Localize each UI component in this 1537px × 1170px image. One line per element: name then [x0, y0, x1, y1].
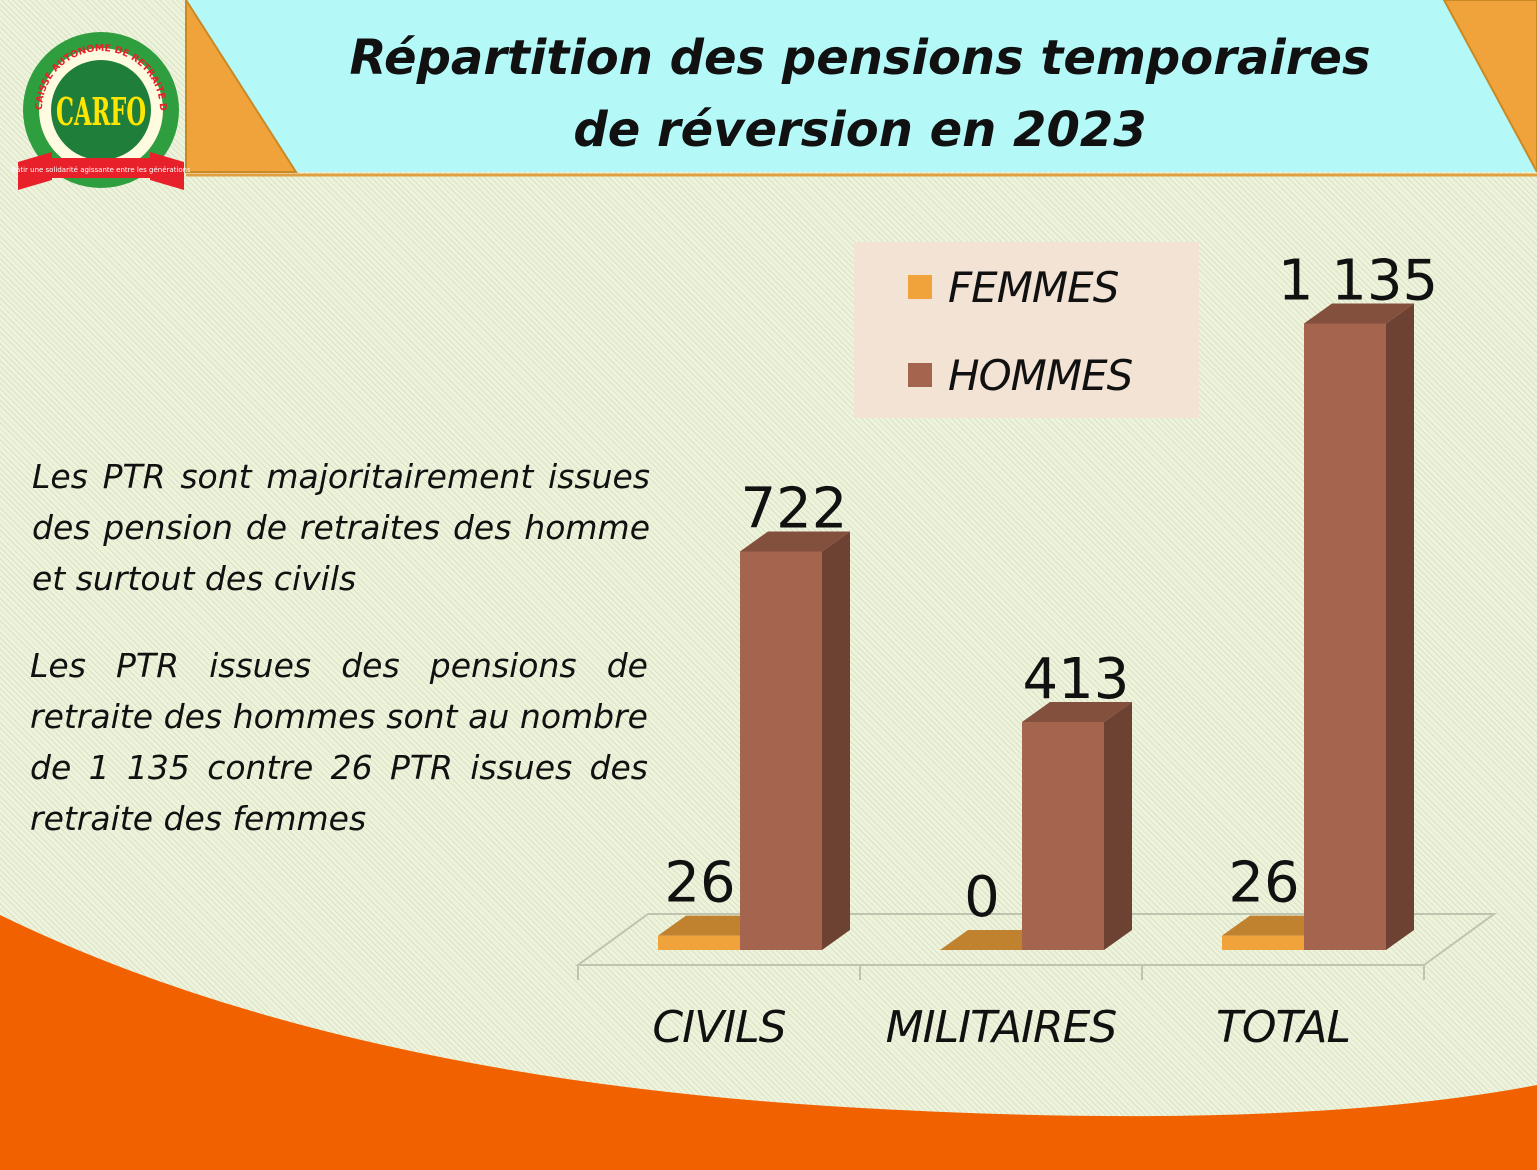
- logo-acronym: CARFO: [56, 89, 146, 134]
- legend-item-hommes: HOMMES: [908, 350, 1133, 400]
- logo-tagline: Bâtir une solidarité agissante entre les…: [12, 166, 190, 174]
- bar-hommes-1-front: [1022, 722, 1104, 950]
- carfo-logo: CAISSE AUTONOME DE RETRAITE DES FONCTION…: [8, 22, 191, 198]
- bar-femmes-0-front: [658, 935, 740, 950]
- title-line-1: Répartition des pensions temporaires: [349, 30, 1371, 86]
- legend-item-femmes: FEMMES: [908, 262, 1119, 312]
- title-banner: [186, 0, 1537, 172]
- bar-hommes-0-front: [740, 551, 822, 950]
- data-label-femmes-1: 0: [964, 865, 1000, 930]
- data-label-femmes-2: 26: [1228, 851, 1299, 916]
- legend-swatch-femmes: [908, 275, 932, 299]
- category-label-0: CIVILS: [652, 1002, 785, 1053]
- bar-femmes-2-front: [1222, 935, 1304, 950]
- comment-paragraph-2: Les PTR issues des pensions de retraite …: [30, 646, 648, 838]
- banner-left-triangle: [185, 0, 298, 173]
- page-title: Répartition des pensions temporaires de …: [200, 22, 1520, 166]
- banner-right-triangle: [1442, 0, 1537, 173]
- legend-label-hommes: HOMMES: [948, 350, 1133, 400]
- data-label-hommes-0: 722: [741, 476, 848, 541]
- legend-swatch-hommes: [908, 363, 932, 387]
- bar-hommes-2-top: [1304, 303, 1414, 324]
- bar-hommes-0-side: [822, 531, 850, 950]
- chart-legend: FEMMES HOMMES: [854, 242, 1199, 418]
- bar-hommes-0-top: [740, 531, 850, 552]
- comment-paragraph-1: Les PTR sont majoritairement issues des …: [32, 457, 650, 598]
- category-label-1: MILITAIRES: [886, 1002, 1117, 1053]
- bar-hommes-2-front: [1304, 323, 1386, 951]
- title-line-2: de réversion en 2023: [573, 102, 1147, 158]
- bar-hommes-1-top: [1022, 702, 1132, 723]
- bar-hommes-2-side: [1386, 303, 1414, 951]
- legend-label-femmes: FEMMES: [948, 262, 1119, 312]
- bar-hommes-1-side: [1104, 702, 1132, 950]
- bottom-wave: [0, 915, 1537, 1170]
- data-label-femmes-0: 26: [664, 851, 735, 916]
- data-label-hommes-2: 1 135: [1278, 248, 1438, 313]
- data-label-hommes-1: 413: [1023, 647, 1130, 712]
- category-label-2: TOTAL: [1216, 1002, 1350, 1053]
